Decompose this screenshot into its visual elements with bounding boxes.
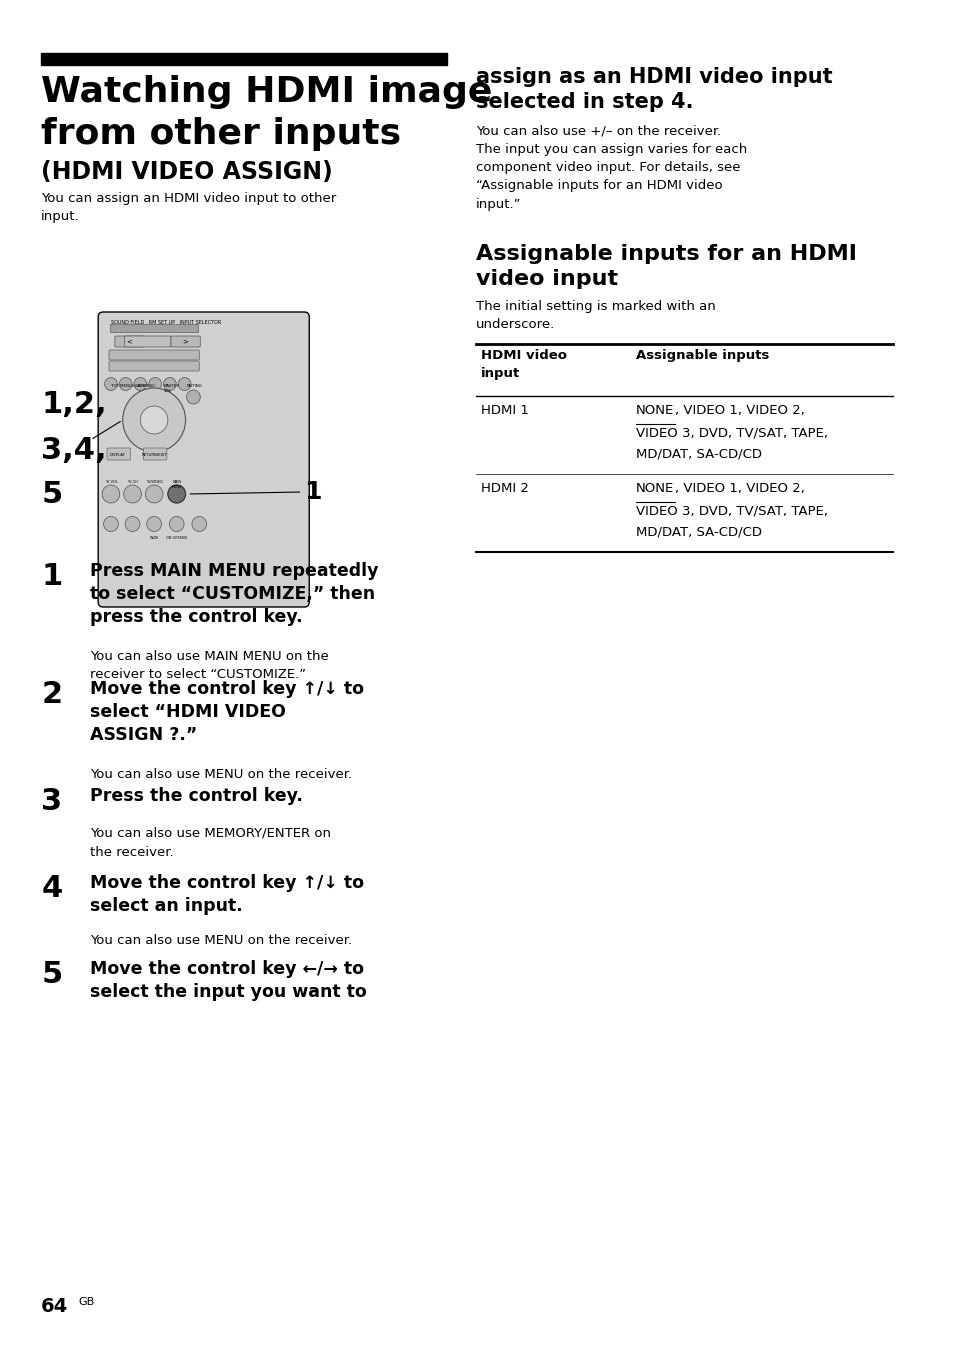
Text: , VIDEO 1, VIDEO 2,: , VIDEO 1, VIDEO 2,: [675, 404, 804, 416]
FancyBboxPatch shape: [109, 350, 199, 360]
Circle shape: [124, 485, 141, 503]
Text: HDMI 1: HDMI 1: [480, 404, 528, 416]
Circle shape: [178, 377, 191, 391]
Circle shape: [187, 389, 200, 404]
Text: 1: 1: [41, 562, 62, 591]
Text: DISPLAY: DISPLAY: [110, 453, 126, 457]
Text: <: <: [127, 338, 132, 345]
Text: 4: 4: [41, 873, 62, 903]
Text: MD/DAT, SA-CD/CD: MD/DAT, SA-CD/CD: [636, 526, 761, 539]
Text: (HDMI VIDEO ASSIGN): (HDMI VIDEO ASSIGN): [41, 160, 333, 184]
Text: Press MAIN MENU repeatedly
to select “CUSTOMIZE,” then
press the control key.: Press MAIN MENU repeatedly to select “CU…: [91, 562, 378, 626]
Text: 3,4,: 3,4,: [41, 435, 107, 465]
Circle shape: [123, 388, 185, 452]
Text: HDMI video
input: HDMI video input: [480, 349, 566, 380]
Text: MUTING: MUTING: [187, 384, 202, 388]
Text: Move the control key ↑/↓ to
select “HDMI VIDEO
ASSIGN ?.”: Move the control key ↑/↓ to select “HDMI…: [91, 680, 364, 744]
Text: Assignable inputs: Assignable inputs: [636, 349, 769, 362]
Text: MD/DAT, SA-CD/CD: MD/DAT, SA-CD/CD: [636, 448, 761, 461]
FancyBboxPatch shape: [98, 312, 309, 607]
Text: NONE: NONE: [636, 404, 674, 416]
Bar: [41, 53, 446, 65]
Text: 3: 3: [41, 787, 62, 817]
Circle shape: [102, 485, 120, 503]
Text: Press the control key.: Press the control key.: [91, 787, 303, 804]
Circle shape: [147, 516, 161, 531]
Text: You can assign an HDMI video input to other
input.: You can assign an HDMI video input to ot…: [41, 192, 336, 223]
Circle shape: [168, 485, 185, 503]
Text: >: >: [182, 338, 189, 345]
Text: SOUND FIELD   RM SET UP   INPUT SELECTOR: SOUND FIELD RM SET UP INPUT SELECTOR: [111, 320, 221, 324]
Circle shape: [170, 516, 184, 531]
Text: HDMI 2: HDMI 2: [480, 483, 528, 495]
Text: Move the control key ←/→ to
select the input you want to: Move the control key ←/→ to select the i…: [91, 960, 367, 1000]
Text: NONE: NONE: [636, 483, 674, 495]
Text: VIDEO 3, DVD, TV/SAT, TAPE,: VIDEO 3, DVD, TV/SAT, TAPE,: [636, 426, 827, 439]
Text: 1: 1: [304, 480, 321, 504]
Text: MASTER
VOL: MASTER VOL: [164, 384, 180, 392]
Circle shape: [125, 516, 140, 531]
FancyBboxPatch shape: [143, 448, 167, 460]
FancyBboxPatch shape: [107, 448, 131, 460]
FancyBboxPatch shape: [125, 337, 171, 347]
Circle shape: [168, 485, 185, 503]
Text: assign as an HDMI video input
selected in step 4.: assign as an HDMI video input selected i…: [476, 68, 832, 112]
Circle shape: [140, 406, 168, 434]
Text: 1,2,: 1,2,: [41, 389, 107, 419]
Circle shape: [163, 377, 176, 391]
Text: AV MENU: AV MENU: [137, 384, 155, 388]
Text: ON SCREEN: ON SCREEN: [166, 535, 187, 539]
FancyBboxPatch shape: [109, 361, 199, 370]
Text: Watching HDMI image: Watching HDMI image: [41, 74, 492, 110]
FancyBboxPatch shape: [171, 337, 200, 347]
Text: 2: 2: [41, 680, 62, 708]
Text: Assignable inputs for an HDMI
video input: Assignable inputs for an HDMI video inpu…: [476, 243, 856, 289]
Text: You can also use MAIN MENU on the
receiver to select “CUSTOMIZE.”: You can also use MAIN MENU on the receiv…: [91, 650, 329, 681]
Circle shape: [133, 377, 147, 391]
Circle shape: [149, 377, 161, 391]
Text: from other inputs: from other inputs: [41, 118, 401, 151]
Text: TV/VIDEO: TV/VIDEO: [146, 480, 162, 484]
Text: 5: 5: [41, 960, 62, 990]
Text: 64: 64: [41, 1297, 69, 1315]
Text: GB: GB: [78, 1297, 94, 1307]
Bar: [110, 324, 198, 333]
Text: VIDEO 3, DVD, TV/SAT, TAPE,: VIDEO 3, DVD, TV/SAT, TAPE,: [636, 504, 827, 516]
Text: You can also use MENU on the receiver.: You can also use MENU on the receiver.: [91, 934, 352, 946]
Text: You can also use +/– on the receiver.
The input you can assign varies for each
c: You can also use +/– on the receiver. Th…: [476, 124, 746, 211]
Text: , VIDEO 1, VIDEO 2,: , VIDEO 1, VIDEO 2,: [675, 483, 804, 495]
Circle shape: [105, 377, 117, 391]
Text: WIDE: WIDE: [150, 535, 159, 539]
Text: Move the control key ↑/↓ to
select an input.: Move the control key ↑/↓ to select an in…: [91, 873, 364, 915]
Circle shape: [119, 377, 132, 391]
Text: You can also use MENU on the receiver.: You can also use MENU on the receiver.: [91, 768, 352, 781]
Text: TV CH: TV CH: [127, 480, 138, 484]
Text: TOP MENU/GUIDE: TOP MENU/GUIDE: [111, 384, 146, 388]
Text: 5: 5: [41, 480, 62, 508]
Text: RETURN/EXIT: RETURN/EXIT: [141, 453, 167, 457]
FancyBboxPatch shape: [114, 337, 144, 347]
Text: The initial setting is marked with an
underscore.: The initial setting is marked with an un…: [476, 300, 715, 331]
Text: MAIN
MENU: MAIN MENU: [172, 480, 182, 488]
Text: TV VOL: TV VOL: [105, 480, 117, 484]
Circle shape: [192, 516, 207, 531]
Circle shape: [104, 516, 118, 531]
Text: You can also use MEMORY/ENTER on
the receiver.: You can also use MEMORY/ENTER on the rec…: [91, 827, 331, 859]
Circle shape: [145, 485, 163, 503]
